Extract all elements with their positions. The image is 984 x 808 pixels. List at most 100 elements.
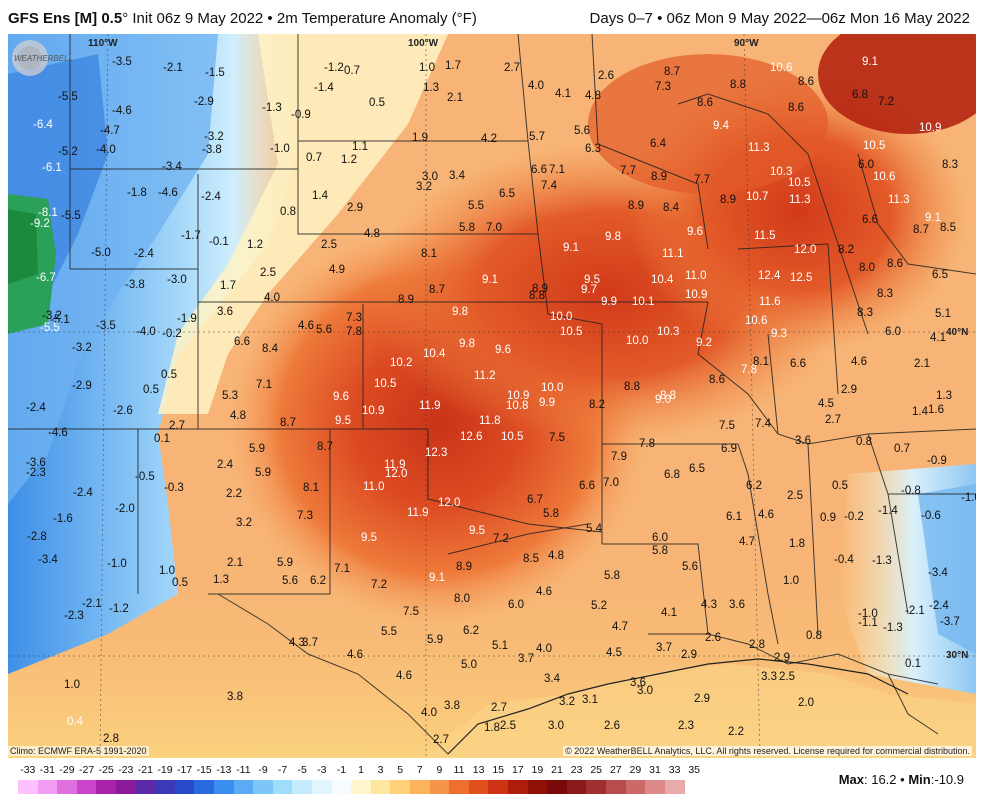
- anomaly-value: 7.8: [639, 438, 655, 450]
- anomaly-value: 6.5: [932, 269, 948, 281]
- anomaly-value: 4.0: [264, 292, 280, 304]
- anomaly-value: 4.8: [230, 410, 246, 422]
- legend-color-cell: [410, 780, 431, 794]
- anomaly-value: 10.8: [506, 400, 529, 412]
- anomaly-value: 8.9: [456, 561, 472, 573]
- anomaly-value: 10.9: [685, 289, 708, 301]
- anomaly-value: -3.4: [162, 161, 182, 173]
- anomaly-value: 7.0: [603, 477, 619, 489]
- anomaly-value: -5.5: [61, 210, 81, 222]
- anomaly-value: -2.3: [64, 610, 84, 622]
- anomaly-value: 1.3: [936, 390, 952, 402]
- anomaly-value: 8.0: [859, 262, 875, 274]
- anomaly-value: 3.3: [761, 671, 777, 683]
- anomaly-value: -1.4: [878, 505, 898, 517]
- legend-color-cell: [645, 780, 666, 794]
- anomaly-value: 1.4: [912, 406, 928, 418]
- anomaly-value: 6.2: [746, 480, 762, 492]
- anomaly-value: -5.2: [58, 146, 78, 158]
- anomaly-value: -9.2: [30, 218, 50, 230]
- legend-tick-label: -13: [216, 764, 232, 776]
- anomaly-value: 4.6: [758, 509, 774, 521]
- anomaly-value: -3.4: [38, 554, 58, 566]
- anomaly-value: -3.6: [26, 457, 46, 469]
- anomaly-value: -6.7: [36, 272, 56, 284]
- legend-color-cell: [390, 780, 411, 794]
- anomaly-value: 4.0: [536, 643, 552, 655]
- legend-color-cell: [508, 780, 529, 794]
- anomaly-value: 9.2: [696, 337, 712, 349]
- anomaly-value: 4.8: [364, 228, 380, 240]
- anomaly-value: 7.2: [878, 96, 894, 108]
- anomaly-value: -2.0: [115, 503, 135, 515]
- anomaly-value: 9.3: [771, 328, 787, 340]
- anomaly-value: -4.6: [48, 427, 68, 439]
- anomaly-value: 3.4: [449, 170, 465, 182]
- header: GFS Ens [M] 0.5° Init 06z 9 May 2022 • 2…: [0, 0, 984, 34]
- anomaly-value: 10.0: [541, 382, 564, 394]
- anomaly-value: 7.4: [755, 418, 771, 430]
- anomaly-value: 8.9: [398, 294, 414, 306]
- anomaly-value: 5.6: [574, 125, 590, 137]
- legend-color-cell: [527, 780, 548, 794]
- anomaly-value: 3.6: [217, 306, 233, 318]
- anomaly-value: 2.9: [694, 693, 710, 705]
- anomaly-value: 2.9: [774, 652, 790, 664]
- anomaly-value: 3.7: [656, 642, 672, 654]
- anomaly-value: 6.0: [858, 159, 874, 171]
- anomaly-value: 6.9: [721, 443, 737, 455]
- anomaly-value: 5.3: [222, 390, 238, 402]
- anomaly-value: 8.1: [303, 482, 319, 494]
- anomaly-value: 9.8: [459, 338, 475, 350]
- graticule-label-110w: 110°W: [88, 38, 118, 49]
- anomaly-value: 2.9: [841, 384, 857, 396]
- anomaly-value: -2.9: [194, 96, 214, 108]
- anomaly-value: 2.5: [779, 671, 795, 683]
- anomaly-value: 4.2: [481, 133, 497, 145]
- anomaly-value: -2.1: [82, 598, 102, 610]
- anomaly-value: -0.6: [921, 510, 941, 522]
- anomaly-value: 8.7: [429, 284, 445, 296]
- legend-color-cell: [370, 780, 391, 794]
- anomaly-value: 7.2: [493, 533, 509, 545]
- climo-note: Climo: ECMWF ERA-5 1991-2020: [8, 746, 149, 756]
- anomaly-value: 6.8: [852, 89, 868, 101]
- anomaly-value: 3.8: [227, 691, 243, 703]
- anomaly-value: -2.4: [929, 600, 949, 612]
- anomaly-value: -3.8: [125, 279, 145, 291]
- anomaly-value: -2.1: [905, 605, 925, 617]
- anomaly-value: -2.4: [73, 487, 93, 499]
- anomaly-value: 3.2: [236, 517, 252, 529]
- anomaly-value: -3.4: [928, 567, 948, 579]
- anomaly-value: 8.1: [421, 248, 437, 260]
- anomaly-value: 6.2: [463, 625, 479, 637]
- anomaly-value: 1.2: [247, 239, 263, 251]
- anomaly-value: 9.4: [713, 120, 729, 132]
- legend-color-cell: [292, 780, 313, 794]
- legend-tick-label: 21: [551, 764, 563, 776]
- anomaly-value: 9.5: [584, 274, 600, 286]
- anomaly-value: 7.5: [719, 420, 735, 432]
- anomaly-value: 6.8: [664, 469, 680, 481]
- anomaly-value: -0.9: [927, 455, 947, 467]
- anomaly-value: 8.5: [940, 222, 956, 234]
- copyright-note: © 2022 WeatherBELL Analytics, LLC. All r…: [563, 746, 972, 756]
- anomaly-value: 12.6: [460, 431, 483, 443]
- anomaly-value: 1.0: [159, 565, 175, 577]
- graticule-label-90w: 90°W: [734, 38, 759, 49]
- anomaly-value: -6.1: [42, 162, 62, 174]
- anomaly-value: 3.7: [302, 637, 318, 649]
- anomaly-value: -1.0: [961, 492, 976, 504]
- legend-tick-label: 29: [629, 764, 642, 776]
- anomaly-value: 1.6: [928, 404, 944, 416]
- anomaly-value: 2.2: [226, 488, 242, 500]
- legend-color-cell: [468, 780, 489, 794]
- legend-tick-label: 15: [492, 764, 505, 776]
- anomaly-value: 4.3: [701, 599, 717, 611]
- anomaly-value: 11.3: [888, 194, 910, 206]
- legend-tick-label: -1: [336, 764, 347, 776]
- legend-color-cell: [566, 780, 587, 794]
- anomaly-value: 9.8: [605, 231, 621, 243]
- min-label: Min: [908, 772, 931, 787]
- anomaly-value: 1.3: [213, 574, 229, 586]
